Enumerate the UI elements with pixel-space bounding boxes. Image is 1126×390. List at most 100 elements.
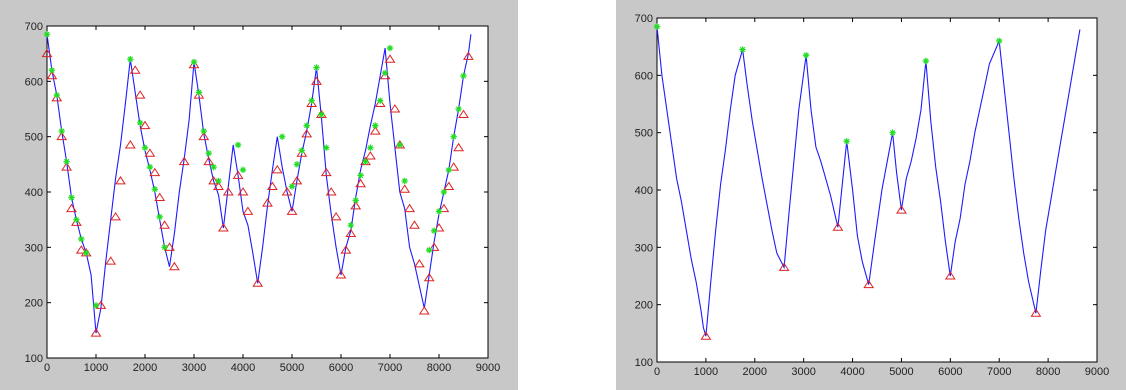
valley-marker <box>700 331 712 340</box>
valley-marker <box>51 93 63 102</box>
valley-marker <box>311 76 322 85</box>
valley-marker <box>301 128 313 138</box>
peak-marker <box>435 208 443 215</box>
valley-marker <box>193 90 205 99</box>
peak-marker <box>352 197 359 204</box>
x-tick-label: 0 <box>654 366 660 378</box>
valley-marker <box>266 181 278 190</box>
valley-marker <box>56 131 68 141</box>
valley-marker <box>252 278 264 287</box>
valley-marker <box>448 162 460 171</box>
peak-marker <box>293 161 301 168</box>
x-tick-label: 1000 <box>84 362 108 374</box>
valley-marker <box>428 242 440 251</box>
x-tick-label: 1000 <box>694 366 718 378</box>
valley-marker <box>154 192 166 202</box>
valley-marker <box>320 167 332 177</box>
peak-marker <box>63 158 70 165</box>
valley-marker <box>350 200 362 210</box>
x-tick-label: 5000 <box>889 366 913 378</box>
valley-marker <box>222 187 234 196</box>
peak-marker <box>156 213 163 221</box>
y-tick-label: 100 <box>635 357 653 369</box>
peak-marker <box>996 37 1003 45</box>
valley-marker <box>778 262 790 271</box>
peak-marker <box>215 177 222 185</box>
y-tick-label: 700 <box>635 13 653 25</box>
valley-marker <box>944 271 956 280</box>
peak-marker <box>802 52 810 59</box>
valley-marker <box>242 206 254 215</box>
peak-marker <box>279 133 286 140</box>
peak-marker <box>239 166 247 174</box>
valley-marker <box>325 187 337 196</box>
peak-marker <box>161 244 168 251</box>
peak-marker <box>146 163 154 171</box>
y-tick-label: 700 <box>25 21 43 33</box>
x-tick-label: 9000 <box>476 362 500 374</box>
peak-marker <box>190 58 198 66</box>
x-tick-label: 6000 <box>938 366 962 378</box>
valley-marker <box>296 148 308 157</box>
peak-marker <box>739 46 746 53</box>
valley-marker <box>110 211 122 221</box>
peak-marker <box>288 183 296 190</box>
peak-marker <box>195 89 203 96</box>
peak-marker <box>205 150 212 157</box>
plot-area <box>656 17 1098 363</box>
peak-marker <box>141 144 149 151</box>
valley-marker <box>409 220 420 229</box>
right-chart-panel: 0 1000 2000 3000 4000 5000 6000 7000 8000 9000 100… <box>616 0 1126 390</box>
valley-marker <box>374 98 386 107</box>
valley-marker <box>66 203 77 213</box>
valley-marker <box>413 259 425 268</box>
valley-marker <box>418 306 430 315</box>
x-tick-label: 4000 <box>231 362 255 374</box>
peak-marker <box>440 188 448 196</box>
valley-marker <box>144 148 156 157</box>
y-tick-label: 500 <box>25 132 43 144</box>
x-tick-label: 2000 <box>133 362 157 374</box>
peak-marker <box>303 122 310 129</box>
x-tick-label: 5000 <box>280 362 304 374</box>
y-tick-label: 200 <box>635 300 653 312</box>
valley-marker <box>832 222 844 231</box>
peak-marker <box>843 138 850 145</box>
x-tick-label: 9000 <box>1085 366 1109 378</box>
y-tick-label: 100 <box>25 353 43 365</box>
valley-marker <box>286 206 298 215</box>
valley-marker <box>863 279 875 289</box>
valley-marker <box>115 176 126 185</box>
valley-marker <box>453 142 465 152</box>
x-tick-label: 7000 <box>987 366 1011 378</box>
peak-marker <box>455 105 462 113</box>
y-tick-label: 300 <box>25 242 43 254</box>
peak-marker <box>460 72 467 79</box>
valley-marker <box>90 328 102 337</box>
peak-marker <box>367 144 374 151</box>
peak-marker <box>323 144 330 151</box>
valley-marker <box>291 176 303 185</box>
peak-marker <box>318 111 325 118</box>
valley-marker <box>364 151 376 160</box>
peak-marker <box>234 141 242 149</box>
valley-marker <box>355 178 367 188</box>
peak-marker <box>308 97 315 104</box>
peak-marker <box>127 56 134 63</box>
peak-marker <box>78 235 85 243</box>
peak-marker <box>73 216 80 223</box>
peak-marker <box>396 141 403 149</box>
valley-marker <box>134 90 146 99</box>
x-tick-label: 3000 <box>791 366 815 378</box>
peak-marker <box>298 147 305 154</box>
peak-marker <box>53 91 60 99</box>
y-tick-label: 600 <box>635 70 653 82</box>
valley-marker <box>330 211 342 221</box>
valley-marker <box>345 228 357 237</box>
valley-marker <box>399 184 411 193</box>
x-tick-label: 2000 <box>743 366 767 378</box>
peak-marker <box>58 127 65 135</box>
valley-marker <box>70 217 82 226</box>
peak-marker <box>362 158 369 165</box>
